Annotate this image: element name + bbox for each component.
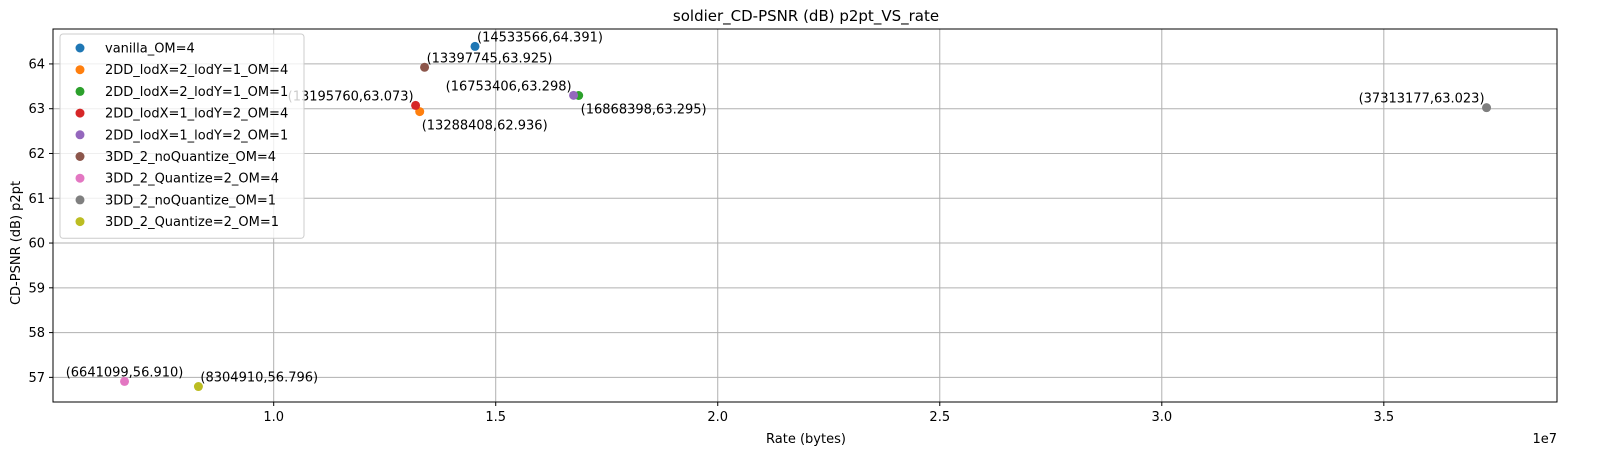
data-point-label: (16868398,63.295) <box>581 102 707 117</box>
data-point <box>470 41 480 51</box>
legend-marker <box>75 152 85 161</box>
y-tick-label: 58 <box>28 326 45 341</box>
data-point-label: (13195760,63.073) <box>288 89 414 104</box>
legend-label: 3DD_2_Quantize=2_OM=4 <box>105 172 279 187</box>
y-tick-label: 62 <box>28 147 45 162</box>
data-point <box>193 382 203 392</box>
legend-marker <box>75 130 85 140</box>
data-point <box>420 62 430 72</box>
x-tick-label: 1.0 <box>263 410 284 425</box>
x-tick-label: 3.0 <box>1151 410 1172 425</box>
data-point-label: (13288408,62.936) <box>422 119 548 134</box>
data-point-label: (16753406,63.298) <box>446 79 572 94</box>
data-point <box>120 376 130 386</box>
data-point <box>411 100 421 110</box>
y-axis-label: CD-PSNR (dB) p2pt <box>9 181 24 305</box>
legend: vanilla_OM=4 2DD_lodX=2_lodY=1_OM=4 2DD_lo… <box>59 33 305 239</box>
y-tick-label: 57 <box>28 371 45 386</box>
y-tick-label: 63 <box>28 102 45 117</box>
legend-marker <box>75 65 85 75</box>
x-tick-label: 2.5 <box>929 410 950 425</box>
grid-layer <box>53 29 1557 402</box>
legend-marker <box>75 108 85 118</box>
legend-label: 2DD_lodX=1_lodY=2_OM=4 <box>105 107 288 122</box>
plot-frame <box>52 28 1558 403</box>
legend-label: 2DD_lodX=2_lodY=1_OM=4 <box>105 63 288 78</box>
y-tick-label: 60 <box>28 237 45 252</box>
data-point-label: (8304910,56.796) <box>200 371 318 386</box>
x-axis-label: Rate (bytes) <box>766 432 846 447</box>
legend-marker <box>75 195 85 205</box>
tick-layer: 1.0 1.5 2.0 2.5 3.0 3.5 57 58 59 60 61 62 63 64 <box>28 57 1394 425</box>
y-tick-label: 61 <box>28 192 45 207</box>
x-tick-label: 2.0 <box>707 410 728 425</box>
legend-label: 3DD_2_noQuantize_OM=1 <box>105 193 276 208</box>
x-tick-label: 1.5 <box>485 410 506 425</box>
data-point-label: (37313177,63.023) <box>1359 92 1485 107</box>
legend-marker <box>75 217 85 227</box>
data-point <box>1482 103 1492 113</box>
chart-title: soldier_CD-PSNR (dB) p2pt_VS_rate <box>673 7 939 26</box>
legend-marker <box>75 43 85 53</box>
y-tick-label: 64 <box>28 57 45 72</box>
legend-label: 2DD_lodX=1_lodY=2_OM=1 <box>105 128 288 143</box>
legend-label: 2DD_lodX=2_lodY=1_OM=1 <box>105 85 288 100</box>
legend-box <box>59 33 305 239</box>
legend-label: vanilla_OM=4 <box>105 42 195 57</box>
legend-label: 3DD_2_noQuantize_OM=4 <box>105 150 276 165</box>
legend-marker <box>75 173 85 183</box>
x-axis-offset-label: 1e7 <box>1532 432 1557 447</box>
y-tick-label: 59 <box>28 281 45 296</box>
data-point-label: (14533566,64.391) <box>477 30 603 45</box>
data-point-label: (6641099,56.910) <box>66 365 184 380</box>
point-layer: (14533566,64.391) (13288408,62.936) (16868… <box>66 30 1492 392</box>
x-tick-label: 3.5 <box>1373 410 1394 425</box>
data-point <box>569 90 579 100</box>
legend-marker <box>75 86 85 96</box>
legend-label: 3DD_2_Quantize=2_OM=1 <box>105 215 279 230</box>
data-point-label: (13397745,63.925) <box>427 51 553 66</box>
